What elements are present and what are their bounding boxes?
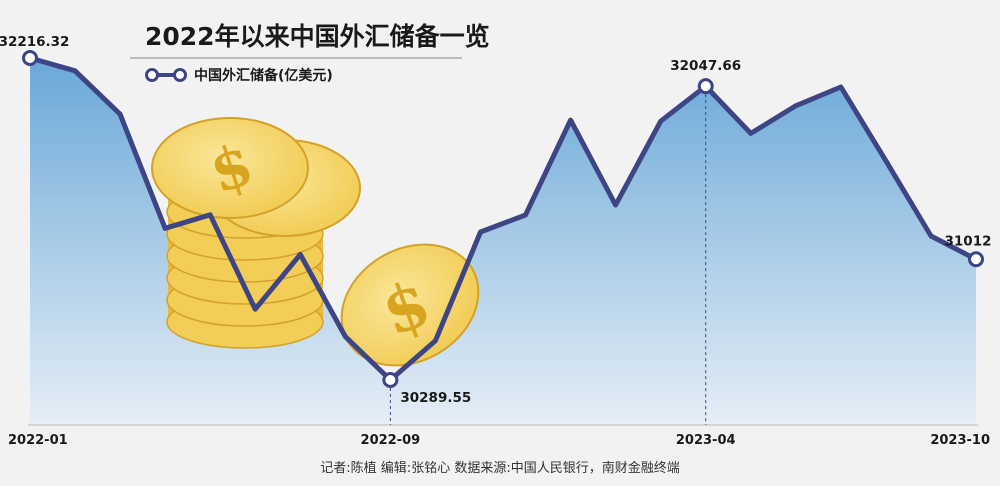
footer-credits: 记者:陈植 编辑:张铭心 数据来源:中国人民银行，南财金融终端 — [320, 460, 679, 476]
data-markers — [22, 50, 984, 388]
legend-label: 中国外汇储备(亿美元) — [194, 67, 333, 84]
x-ticks: 2022-01 2022-09 2023-04 2023-10 — [8, 433, 990, 448]
legend-marker-icon — [173, 68, 187, 82]
legend-marker-icon — [145, 68, 159, 82]
data-point-marker — [22, 50, 38, 66]
data-point-marker — [968, 251, 984, 268]
data-point-marker — [382, 372, 399, 388]
x-tick-label: 2023-10 — [930, 433, 990, 448]
data-point-marker — [697, 78, 714, 95]
data-labels: 32216.32 30289.55 32047.66 31012 — [0, 34, 991, 406]
coin-stack-illustration: $ — [151, 117, 361, 349]
series-line — [29, 55, 978, 383]
x-tick-label: 2022-09 — [361, 433, 421, 448]
x-tick-label: 2023-04 — [676, 433, 736, 448]
data-label: 32047.66 — [670, 58, 741, 74]
x-tick-label: 2022-01 — [8, 433, 68, 448]
data-label: 30289.55 — [400, 390, 471, 406]
coin-rolling-illustration: $ — [340, 243, 480, 367]
legend: 中国外汇储备(亿美元) — [145, 67, 333, 84]
guide-lines — [389, 94, 707, 425]
data-label: 32216.32 — [0, 34, 69, 50]
data-label: 31012 — [945, 233, 992, 249]
chart-title: 2022年以来中国外汇储备一览 — [145, 22, 490, 51]
